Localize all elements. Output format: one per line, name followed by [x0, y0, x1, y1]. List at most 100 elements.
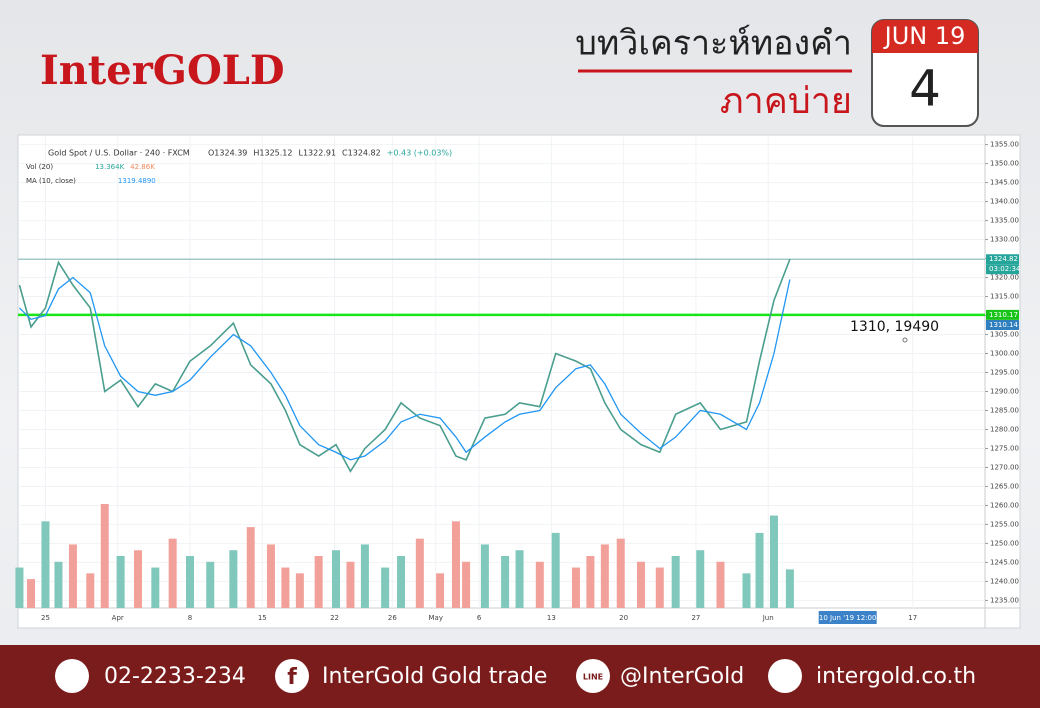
price-tag — [986, 254, 1019, 265]
ohlc-value: H1325.12 — [253, 149, 292, 158]
volume-bar — [116, 556, 125, 608]
volume-bar — [266, 544, 275, 608]
volume-bar — [586, 556, 595, 608]
timer-tag — [986, 264, 1019, 275]
volume-bar — [397, 556, 406, 608]
x-tick-label: 27 — [691, 614, 700, 622]
website: intergold.co.th — [816, 664, 976, 689]
volume-bar — [769, 515, 778, 608]
ohlc-value: O1324.39 — [208, 149, 247, 158]
y-tick-label: 1235.00 — [990, 596, 1019, 604]
line-icon — [576, 659, 610, 693]
volume-bar — [314, 556, 323, 608]
price-tag-label: 1310.14 — [989, 321, 1018, 329]
volume-bar — [15, 567, 24, 608]
volume-bar — [600, 544, 609, 608]
volume-bar — [742, 573, 751, 608]
price-tag-label: 1310.17 — [989, 311, 1018, 319]
volume-bar — [436, 573, 445, 608]
volume-bar — [133, 550, 142, 608]
price-tag — [986, 319, 1019, 330]
y-tick-label: 1265.00 — [990, 482, 1019, 490]
volume-bar — [462, 561, 471, 608]
volume-bar — [636, 561, 645, 608]
symbol: Gold Spot / U.S. Dollar · 240 · FXCM — [48, 149, 190, 158]
timer-label: 03:02:34 — [989, 265, 1021, 273]
x-tick-label: 15 — [258, 614, 267, 622]
volume-bar — [515, 550, 524, 608]
y-tick-label: 1290.00 — [990, 387, 1019, 395]
volume-bar — [27, 579, 36, 608]
footer — [0, 645, 1040, 708]
volume-bar — [41, 521, 50, 608]
y-tick-label: 1245.00 — [990, 558, 1019, 566]
title: บทวิเคราะห์ทองคำ — [575, 24, 852, 64]
annotation: 1310, 19490 — [850, 319, 939, 335]
volume-bar — [551, 532, 560, 608]
volume-bar — [381, 567, 390, 608]
facebook: InterGold Gold trade — [322, 664, 547, 689]
logo: InterGOLD — [40, 47, 285, 94]
volume-bar — [331, 550, 340, 608]
volume-bar — [100, 504, 109, 608]
indicator-reading: 1319.4890 — [118, 177, 156, 185]
indicator-name: Vol (20) — [26, 163, 53, 171]
y-tick-label: 1255.00 — [990, 520, 1019, 528]
phone: 02-2233-234 — [104, 664, 246, 689]
y-tick-label: 1300.00 — [990, 350, 1019, 358]
x-tick-label: 6 — [477, 614, 482, 622]
x-tick-label: 8 — [188, 614, 192, 622]
indicators: Vol (20) 13.364K 42.86K MA (10, close) 1319.… — [26, 163, 156, 185]
x-tick-label: 22 — [330, 614, 339, 622]
ohlc-value: C1324.82 — [342, 149, 381, 158]
volume-bar — [206, 561, 215, 608]
plot: 1235.00 1240.00 1245.00 1250.00 1255.00 1260.… — [15, 137, 1021, 624]
y-tick-label: 1350.00 — [990, 160, 1019, 168]
y-tick-label: 1285.00 — [990, 406, 1019, 414]
crosshair-label: 10 Jun '19 12:00 — [819, 614, 877, 622]
x-tick-label: May — [428, 614, 442, 622]
line-glyph: LINE — [583, 673, 603, 682]
volume-bar — [68, 544, 77, 608]
y-tick-label: 1355.00 — [990, 141, 1019, 149]
volume-bar — [696, 550, 705, 608]
indicator-name: MA (10, close) — [26, 177, 76, 185]
y-tick-label: 1270.00 — [990, 463, 1019, 471]
ohlc-value: L1322.91 — [299, 149, 337, 158]
volume-bar — [246, 527, 255, 608]
volume-bar — [415, 538, 424, 608]
volume-bar — [451, 521, 460, 608]
volume-bar — [671, 556, 680, 608]
volume-bar — [295, 573, 304, 608]
phone-icon — [55, 659, 89, 693]
volume-bar — [616, 538, 625, 608]
price-tag-label: 1324.82 — [989, 255, 1018, 263]
volume-bar — [480, 544, 489, 608]
calendar-month: JUN 19 — [883, 22, 966, 50]
volume-bar — [186, 556, 195, 608]
y-tick-label: 1240.00 — [990, 577, 1019, 585]
volume-bar — [168, 538, 177, 608]
y-tick-label: 1330.00 — [990, 236, 1019, 244]
y-tick-label: 1250.00 — [990, 539, 1019, 547]
y-tick-label: 1295.00 — [990, 369, 1019, 377]
web-icon — [768, 659, 802, 693]
facebook-icon — [275, 659, 309, 693]
y-tick-label: 1280.00 — [990, 425, 1019, 433]
volume-bar — [655, 567, 664, 608]
ohlc-value: +0.43 (+0.03%) — [387, 149, 452, 158]
calendar-band — [872, 20, 978, 53]
x-tick-label: Apr — [112, 614, 124, 622]
volume-bar — [346, 561, 355, 608]
x-tick-label: 20 — [619, 614, 628, 622]
x-tick-label: Jun — [762, 614, 774, 622]
volume-bar — [571, 567, 580, 608]
chart-frame — [17, 134, 1021, 629]
ohlc: O1324.39 H1325.12 L1322.91 C1324.82 +0.43 (+… — [208, 149, 452, 158]
volume-bar — [755, 532, 764, 608]
x-tick-label: 26 — [388, 614, 397, 622]
y-tick-label: 1320.00 — [990, 274, 1019, 282]
facebook-glyph: f — [287, 665, 297, 690]
